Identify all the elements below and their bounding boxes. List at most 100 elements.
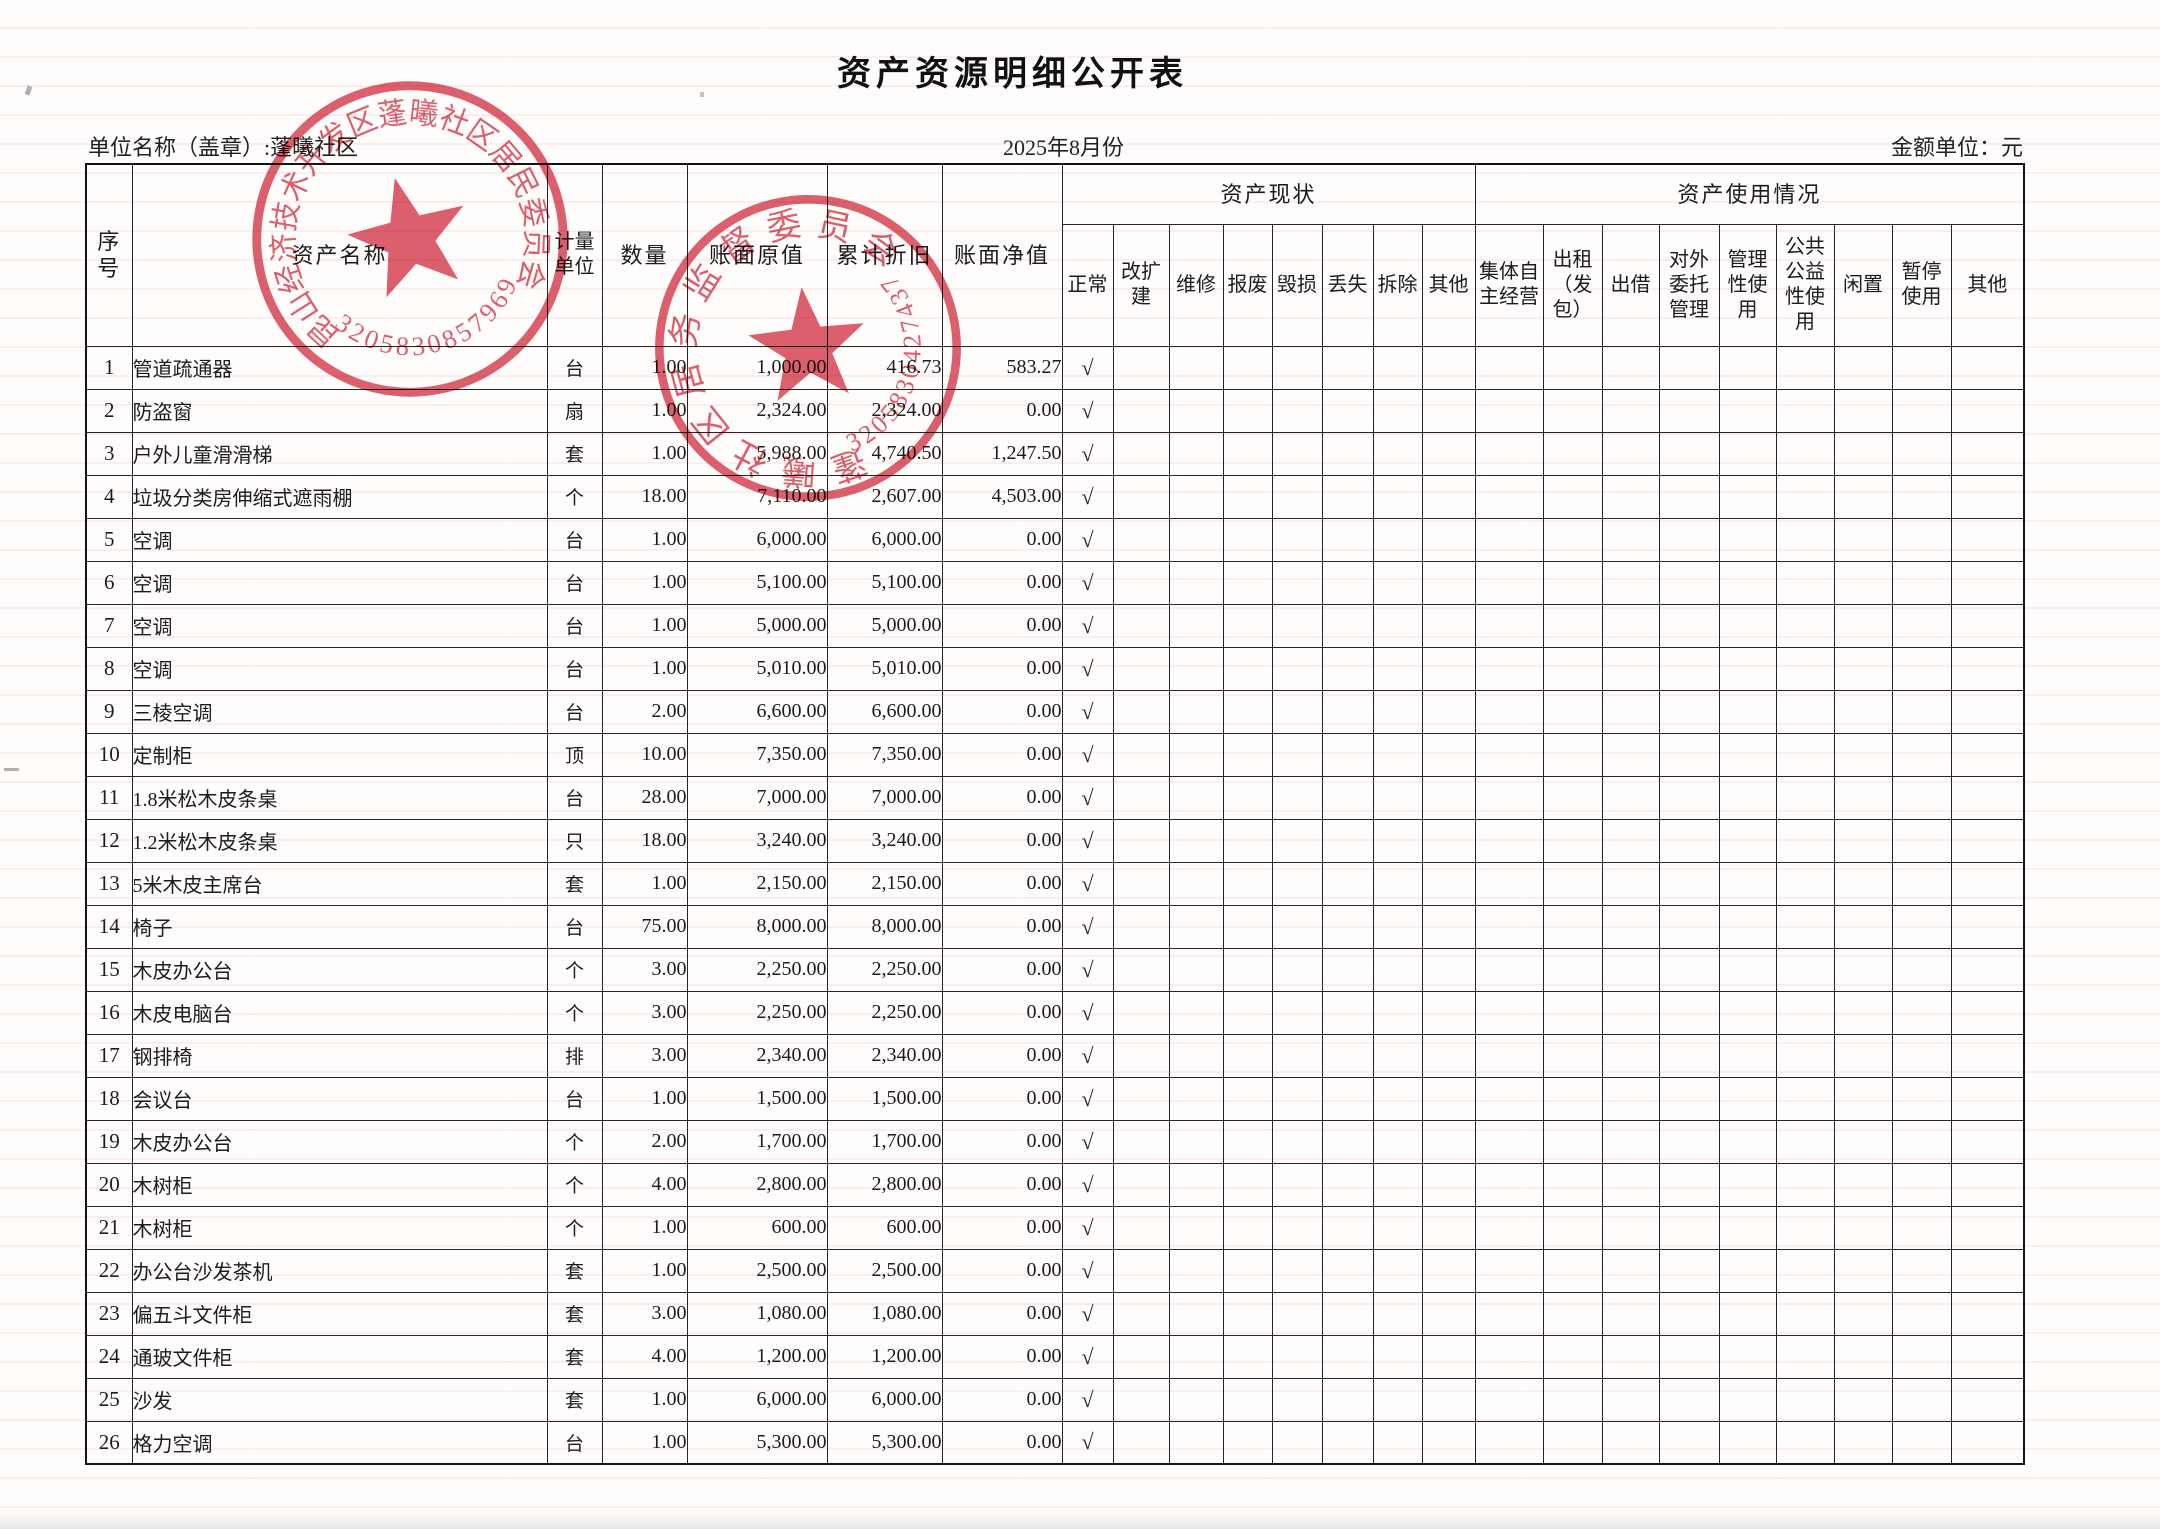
usage-cell — [1891, 1119, 1952, 1164]
asset-name-cell: 办公台沙发茶机 — [131, 1248, 548, 1293]
status-cell — [1372, 517, 1423, 562]
asset-name-cell: 通玻文件柜 — [131, 1334, 548, 1379]
depreciation-cell: 5,100.00 — [826, 560, 943, 605]
table-row: 1 管道疏通器 台 1.00 1,000.00 416.73 583.27 √ — [85, 345, 2025, 390]
quantity-cell: 18.00 — [601, 474, 688, 519]
table-row: 17 钢排椅 排 3.00 2,340.00 2,340.00 0.00 √ — [85, 1033, 2025, 1078]
usage-cell — [1775, 818, 1835, 863]
usage-cell — [1474, 388, 1544, 433]
usage-cell — [1775, 517, 1835, 562]
usage-cell — [1601, 775, 1660, 820]
usage-cell — [1658, 818, 1720, 863]
status-cell — [1372, 1162, 1423, 1207]
usage-cell — [1658, 1162, 1720, 1207]
status-cell — [1421, 603, 1476, 648]
usage-cell — [1542, 990, 1603, 1035]
col-net-value-header: 账面净值 — [941, 163, 1063, 347]
usage-cell — [1658, 1377, 1720, 1422]
usage-cell — [1891, 560, 1952, 605]
usage-col-other: 其他 — [1950, 223, 2025, 347]
net-value-cell: 1,247.50 — [941, 431, 1063, 476]
col-asset-name-header: 资产名称 — [131, 163, 548, 347]
usage-cell — [1718, 1248, 1777, 1293]
status-normal-cell: √ — [1061, 517, 1114, 562]
status-cell — [1372, 947, 1423, 992]
usage-cell — [1833, 1291, 1893, 1336]
usage-cell — [1775, 990, 1835, 1035]
status-cell — [1421, 1248, 1476, 1293]
status-cell — [1321, 431, 1374, 476]
usage-cell — [1775, 775, 1835, 820]
usage-cell — [1718, 1205, 1777, 1250]
usage-cell — [1833, 1162, 1893, 1207]
status-cell — [1112, 818, 1170, 863]
status-cell — [1168, 474, 1224, 519]
status-normal-cell: √ — [1061, 947, 1114, 992]
col-quantity-header: 数量 — [601, 163, 688, 347]
asset-name-cell: 钢排椅 — [131, 1033, 548, 1078]
table-row: 25 沙发 套 1.00 6,000.00 6,000.00 0.00 √ — [85, 1377, 2025, 1422]
serial-cell: 8 — [85, 646, 133, 691]
usage-cell — [1658, 990, 1720, 1035]
status-cell — [1112, 1420, 1170, 1465]
status-cell — [1222, 990, 1273, 1035]
status-cell — [1421, 689, 1476, 734]
status-normal-cell: √ — [1061, 646, 1114, 691]
original-value-cell: 2,250.00 — [686, 990, 828, 1035]
usage-cell — [1542, 646, 1603, 691]
usage-col-public-good: 公共公益性使用 — [1775, 223, 1835, 347]
usage-cell — [1950, 904, 2025, 949]
status-normal-cell: √ — [1061, 990, 1114, 1035]
depreciation-cell: 3,240.00 — [826, 818, 943, 863]
original-value-cell: 1,700.00 — [686, 1119, 828, 1164]
usage-cell — [1950, 990, 2025, 1035]
quantity-cell: 2.00 — [601, 1119, 688, 1164]
depreciation-cell: 1,080.00 — [826, 1291, 943, 1336]
asset-name-cell: 偏五斗文件柜 — [131, 1291, 548, 1336]
original-value-cell: 1,000.00 — [686, 345, 828, 390]
status-cell — [1372, 388, 1423, 433]
usage-cell — [1718, 775, 1777, 820]
asset-name-cell: 沙发 — [131, 1377, 548, 1422]
status-cell — [1372, 1248, 1423, 1293]
usage-cell — [1950, 1377, 2025, 1422]
status-cell — [1421, 345, 1476, 390]
usage-cell — [1775, 1033, 1835, 1078]
status-cell — [1372, 646, 1423, 691]
usage-cell — [1474, 1205, 1544, 1250]
asset-name-cell: 三棱空调 — [131, 689, 548, 734]
status-cell — [1112, 603, 1170, 648]
usage-cell — [1775, 689, 1835, 734]
usage-cell — [1658, 1205, 1720, 1250]
status-cell — [1321, 345, 1374, 390]
status-cell — [1222, 1420, 1273, 1465]
status-cell — [1168, 345, 1224, 390]
status-normal-cell: √ — [1061, 689, 1114, 734]
page-title: 资产资源明细公开表 — [837, 56, 1188, 93]
status-cell — [1222, 904, 1273, 949]
table-row: 21 木树柜 个 1.00 600.00 600.00 0.00 √ — [85, 1205, 2025, 1250]
unit-cell: 台 — [546, 517, 603, 562]
status-cell — [1321, 990, 1374, 1035]
usage-cell — [1542, 1377, 1603, 1422]
asset-name-cell: 5米木皮主席台 — [131, 861, 548, 906]
unit-cell: 个 — [546, 1119, 603, 1164]
usage-cell — [1833, 861, 1893, 906]
status-cell — [1222, 861, 1273, 906]
serial-cell: 9 — [85, 689, 133, 734]
usage-cell — [1542, 947, 1603, 992]
quantity-cell: 1.00 — [601, 603, 688, 648]
net-value-cell: 583.27 — [941, 345, 1063, 390]
usage-cell — [1891, 1076, 1952, 1121]
usage-cell — [1950, 775, 2025, 820]
usage-cell — [1542, 1205, 1603, 1250]
serial-cell: 24 — [85, 1334, 133, 1379]
usage-cell — [1718, 1162, 1777, 1207]
usage-cell — [1718, 1076, 1777, 1121]
serial-cell: 21 — [85, 1205, 133, 1250]
original-value-cell: 2,250.00 — [686, 947, 828, 992]
usage-cell — [1718, 818, 1777, 863]
usage-cell — [1542, 1076, 1603, 1121]
original-value-cell: 5,010.00 — [686, 646, 828, 691]
status-cell — [1168, 431, 1224, 476]
